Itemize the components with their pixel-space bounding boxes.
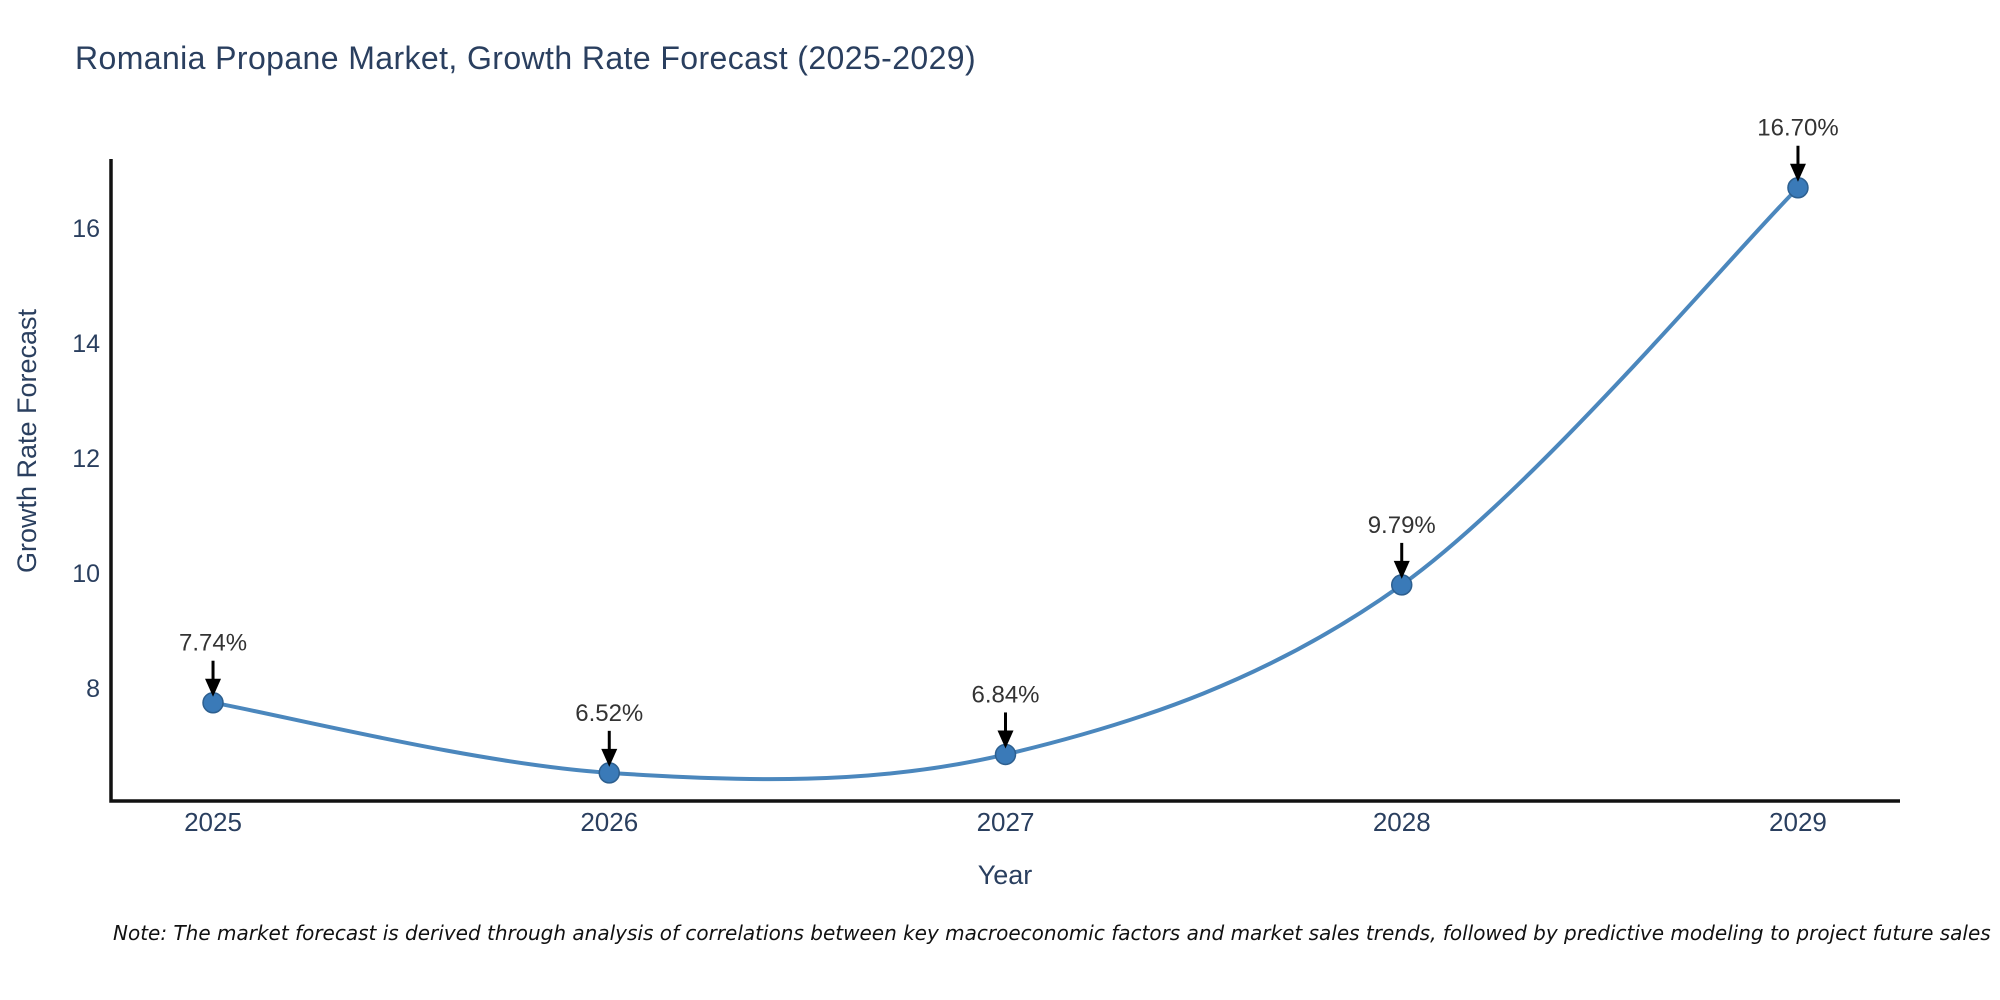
annotation-arrow-head [1789,163,1806,182]
data-point-label: 9.79% [1368,512,1436,539]
data-point-label: 6.52% [575,700,643,727]
axis-lines [109,159,1900,803]
y-tick-label: 14 [72,330,100,358]
annotation-arrow-head [205,678,222,697]
data-point-label: 7.74% [179,630,247,657]
chart-title: Romania Propane Market, Growth Rate Fore… [75,40,977,76]
x-tick-label: 2025 [184,807,242,837]
y-tick-label: 16 [72,215,100,243]
x-tick-label: 2028 [1373,807,1431,837]
annotation-arrow-head [601,748,618,767]
x-axis-title: Year [977,860,1033,890]
y-tick-label: 12 [72,445,100,473]
x-tick-label: 2026 [580,807,638,837]
y-tick-label: 10 [72,560,100,588]
annotation-arrow-head [997,730,1014,749]
y-tick-label: 8 [86,675,100,703]
footnote: Note: The market forecast is derived thr… [113,921,1991,945]
x-tick-label: 2029 [1769,807,1827,837]
annotation-arrow-head [1393,560,1410,579]
data-point-label: 16.70% [1757,115,1838,142]
x-tick-label: 2027 [977,807,1035,837]
data-point-label: 6.84% [971,681,1039,708]
